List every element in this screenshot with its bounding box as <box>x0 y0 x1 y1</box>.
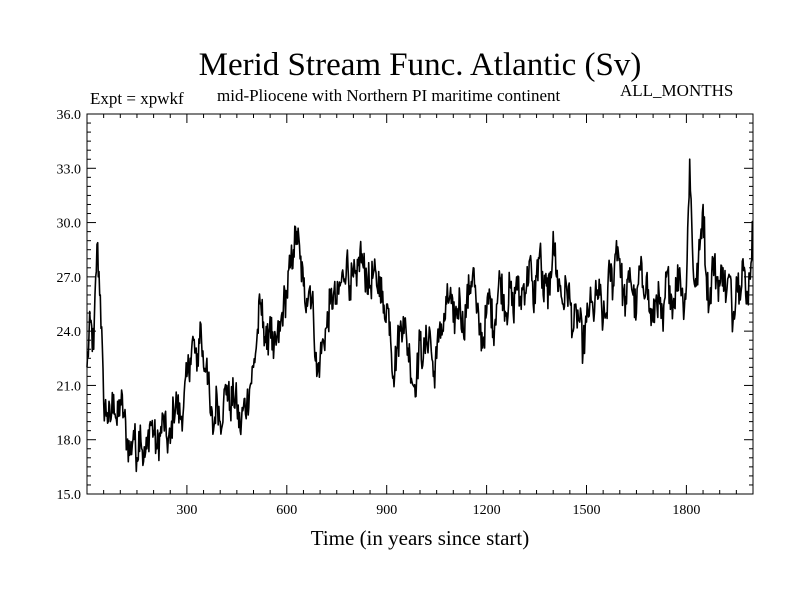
y-tick-label: 18.0 <box>57 434 82 449</box>
x-tick-label: 1500 <box>573 503 601 518</box>
x-tick-label: 1200 <box>473 503 501 518</box>
x-tick-label: 600 <box>276 503 297 518</box>
y-tick-label: 36.0 <box>57 108 82 123</box>
plot-frame <box>86 113 754 495</box>
y-tick-label: 30.0 <box>57 217 82 232</box>
y-tick-label: 33.0 <box>57 162 82 177</box>
series-line-amoc <box>86 158 754 473</box>
y-tick-label: 21.0 <box>57 379 82 394</box>
x-axis-label: Time (in years since start) <box>311 526 530 550</box>
x-axis-ticks: 300 600 900 1200 1500 1800 <box>103 114 737 518</box>
x-tick-label: 1800 <box>672 503 700 518</box>
y-tick-label: 27.0 <box>57 271 82 286</box>
x-tick-label: 900 <box>376 503 397 518</box>
y-tick-label: 24.0 <box>57 325 82 340</box>
y-tick-label: 15.0 <box>57 488 82 503</box>
months-label: ALL_MONTHS <box>620 81 733 100</box>
chart-title: Merid Stream Func. Atlantic (Sv) <box>199 47 642 83</box>
x-tick-label: 300 <box>176 503 197 518</box>
experiment-description: mid-Pliocene with Northern PI maritime c… <box>217 86 561 105</box>
y-axis-ticks: 15.0 18.0 21.0 24.0 27.0 30.0 33.0 36.0 <box>57 108 753 503</box>
series-group <box>86 158 754 473</box>
experiment-label: Expt = xpwkf <box>90 89 184 108</box>
